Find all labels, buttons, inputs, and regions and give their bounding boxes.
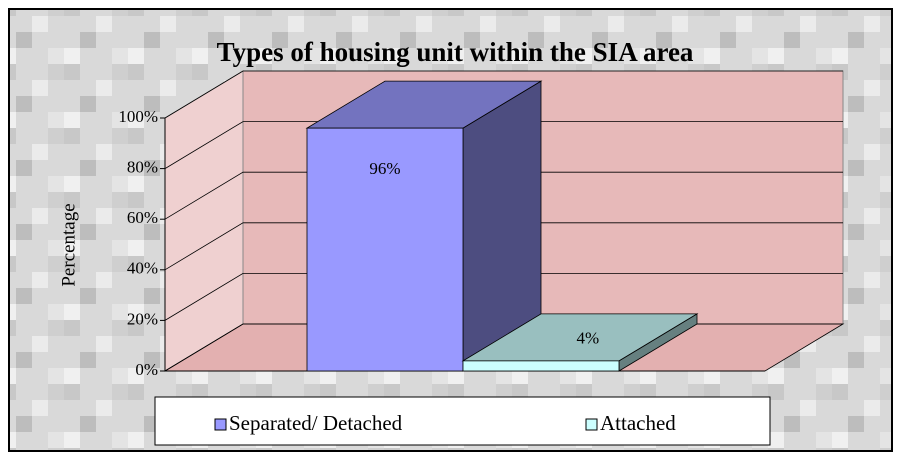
data-label: 96% [369, 159, 400, 178]
y-axis-label: Percentage [58, 203, 79, 286]
y-tick-label: 100% [118, 107, 158, 126]
grid-line [164, 171, 843, 220]
grid-line [164, 121, 843, 169]
plot [160, 70, 845, 372]
legend-swatch [214, 418, 227, 431]
legend-swatch [585, 418, 598, 431]
y-tick-label: 40% [127, 259, 158, 278]
grid-line [164, 272, 843, 321]
legend-label: Separated/ Detached [229, 411, 403, 435]
y-tick-label: 0% [135, 360, 158, 379]
legend-label: Attached [600, 411, 676, 435]
grid-line [164, 222, 843, 271]
y-tick-label: 60% [127, 208, 158, 227]
chart-title: Types of housing unit within the SIA are… [217, 37, 694, 67]
bar [461, 313, 699, 372]
legend [154, 396, 771, 446]
data-label: 4% [576, 329, 599, 348]
side-wall [164, 70, 244, 372]
bar-front [306, 127, 464, 372]
bar-front [462, 360, 620, 372]
bar [305, 80, 543, 372]
y-tick-label: 80% [127, 158, 158, 177]
y-tick-label: 20% [127, 309, 158, 328]
grid-line [164, 70, 843, 119]
